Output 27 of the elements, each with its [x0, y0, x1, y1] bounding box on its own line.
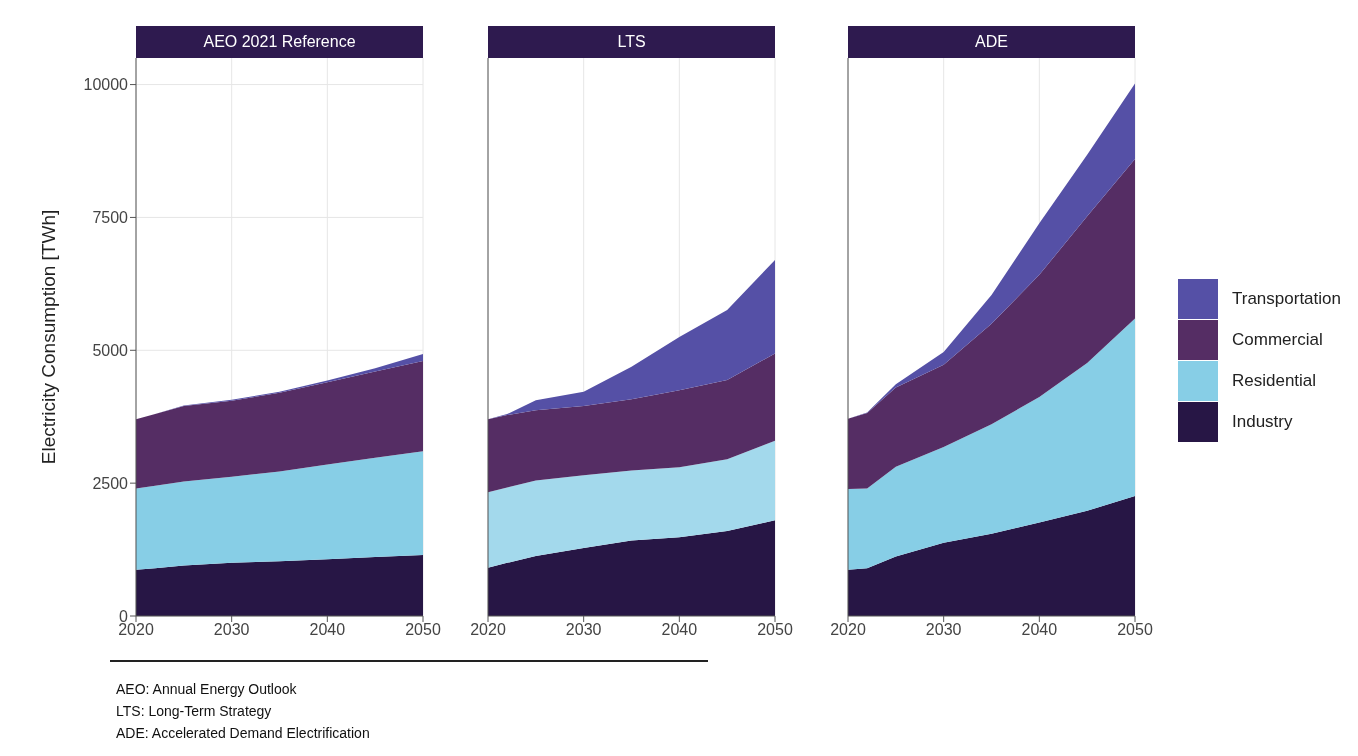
x-tick-label: 2020 — [118, 621, 154, 639]
x-tick-label: 2040 — [661, 621, 698, 639]
text: AEO: Annual Energy Outlook — [116, 680, 298, 699]
x-tick-label: 2020 — [470, 621, 506, 639]
text: ADE: Accelerated Demand Electrification — [116, 724, 370, 743]
legend-label: Industry — [1232, 411, 1293, 432]
text: LTS: Long-Term Strategy — [116, 702, 273, 721]
chart-title: ADE — [848, 26, 1135, 58]
legend-label: Commercial — [1232, 329, 1323, 350]
chart-title: AEO 2021 Reference — [136, 26, 423, 58]
x-tick-label: 2030 — [213, 621, 250, 639]
y-tick-label: 10000 — [83, 76, 129, 94]
legend-label: Residential — [1232, 370, 1317, 391]
x-tick-label: 2050 — [1117, 621, 1153, 639]
legend-label: Transportation — [1232, 288, 1341, 309]
y-tick-label: 5000 — [92, 341, 129, 359]
y-tick-label: 7500 — [92, 209, 129, 227]
y-axis-title: Electricity Consumption [TWh] — [37, 209, 59, 465]
x-tick-label: 2050 — [405, 621, 441, 639]
chart-title: LTS — [488, 26, 775, 58]
x-tick-label: 2030 — [565, 621, 602, 639]
y-tick-label: 2500 — [92, 474, 129, 492]
x-tick-label: 2040 — [1021, 621, 1058, 639]
x-tick-label: 2030 — [925, 621, 962, 639]
x-tick-label: 2020 — [830, 621, 866, 639]
x-tick-label: 2040 — [309, 621, 346, 639]
x-tick-label: 2050 — [757, 621, 793, 639]
